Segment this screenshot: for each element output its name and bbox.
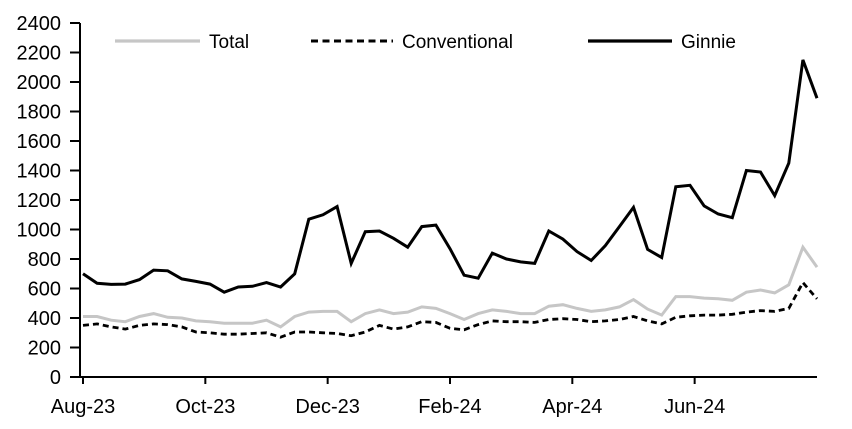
x-tick-label: Oct-23 xyxy=(175,396,235,418)
x-tick-label: Aug-23 xyxy=(51,396,116,418)
legend-label-total: Total xyxy=(209,32,249,53)
y-tick-label: 2200 xyxy=(17,43,62,65)
x-tick-label: Feb-24 xyxy=(418,396,481,418)
y-tick-label: 200 xyxy=(28,338,61,360)
legend-label-conventional: Conventional xyxy=(402,32,513,53)
legend-label-ginnie: Ginnie xyxy=(681,32,736,53)
y-tick-label: 600 xyxy=(28,279,61,301)
y-tick-label: 2400 xyxy=(17,13,62,35)
y-tick-label: 1200 xyxy=(17,190,62,212)
x-tick-label: Jun-24 xyxy=(664,396,725,418)
y-tick-label: 400 xyxy=(28,308,61,330)
y-tick-label: 1600 xyxy=(17,131,62,153)
y-tick-label: 1000 xyxy=(17,220,62,242)
y-tick-label: 0 xyxy=(50,367,61,389)
series-line-total xyxy=(83,244,819,329)
y-tick-label: 800 xyxy=(28,249,61,271)
y-tick-label: 1400 xyxy=(17,161,62,183)
series-line-conventional xyxy=(82,280,819,339)
x-tick-label: Apr-24 xyxy=(542,396,602,418)
y-tick-label: 2000 xyxy=(17,72,62,94)
y-tick-label: 1800 xyxy=(17,102,62,124)
series-line-ginnie xyxy=(82,59,819,294)
x-tick-label: Dec-23 xyxy=(295,396,359,418)
